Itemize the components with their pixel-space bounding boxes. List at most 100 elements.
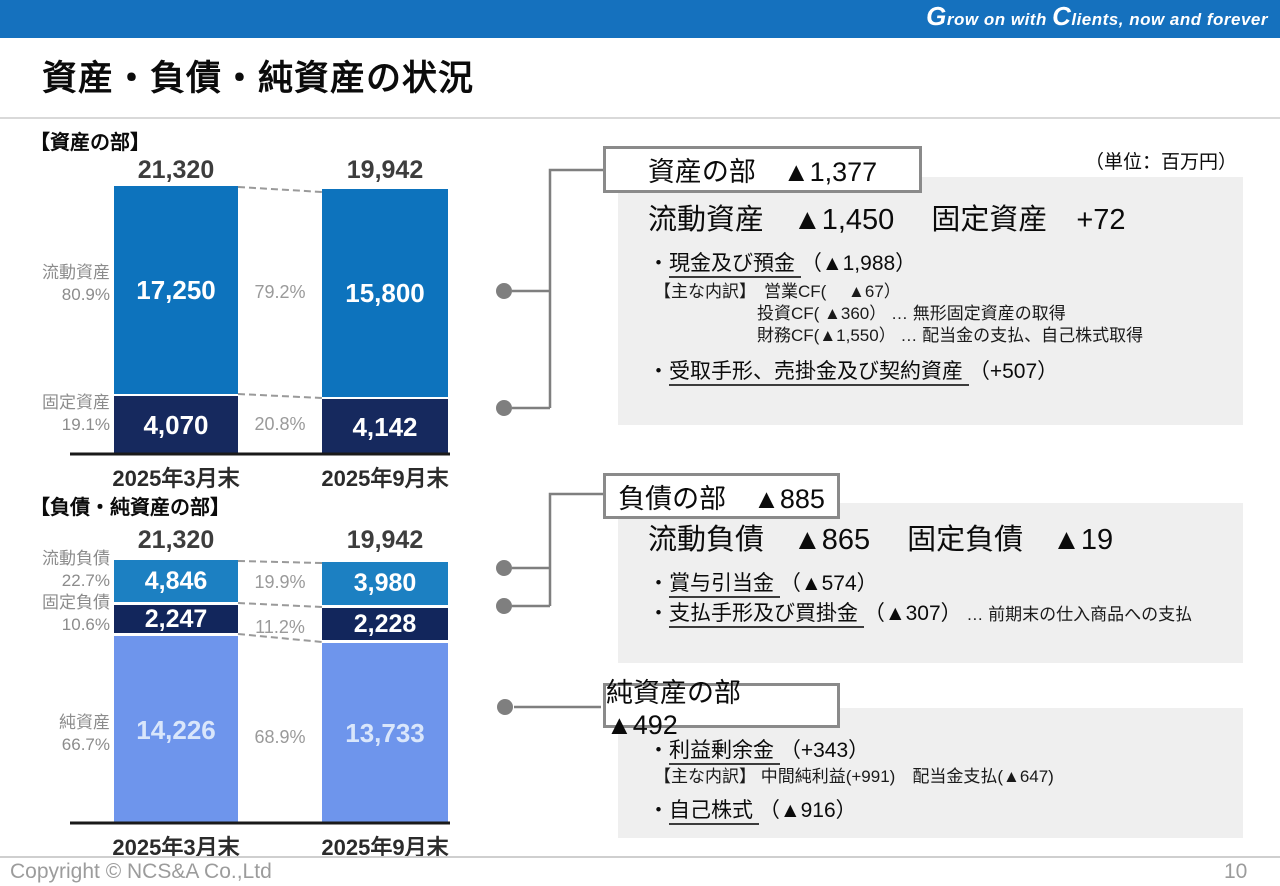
netassets-breakdown: 【主な内訳】 中間純利益(+991) 配当金支払(▲647) — [654, 767, 1054, 786]
assets-item-cash-label: 現金及び預金 — [669, 252, 801, 278]
assets-bar2-total: 19,942 — [346, 156, 424, 184]
assets-item-receivables: ・受取手形、売掛金及び契約資産 （+507） — [648, 359, 1243, 386]
assets-item-cash: ・現金及び預金 （▲1,988） — [648, 251, 1243, 278]
netassets-detail-panel: ・利益剰余金 （+343） 【主な内訳】 中間純利益(+991) 配当金支払(▲… — [618, 708, 1243, 838]
assets-investing-cf: 投資CF( ▲360） — [757, 304, 887, 323]
assets-legend-current-name: 流動資産 — [42, 263, 110, 282]
liab-midpct-netassets: 68.9% — [254, 727, 306, 747]
liab-legend-current-name: 流動負債 — [42, 549, 110, 568]
assets-summary-heading: 流動資産 ▲1,450 固定資産 +72 — [648, 204, 1126, 236]
liab-bar1-netassets-segment: 14,226 — [114, 636, 238, 824]
liab-legend-current: 流動負債 22.7% — [28, 548, 110, 592]
assets-legend-fixed: 固定資産 19.1% — [28, 392, 110, 436]
liab-bar2-total: 19,942 — [346, 526, 424, 554]
liab-legend-netassets-pct: 66.7% — [61, 735, 110, 754]
footer-page-number: 10 — [1224, 860, 1248, 883]
liab-category-1: 2025年3月末 — [112, 835, 240, 860]
assets-connector — [512, 168, 603, 410]
slogan-text-2: lients, now and forever — [1071, 10, 1268, 29]
assets-callout-title: 資産の部 ▲1,377 — [603, 146, 922, 193]
title-divider — [0, 117, 1280, 119]
assets-legend-current: 流動資産 80.9% — [28, 262, 110, 306]
assets-investing-cf-note: … 無形固定資産の取得 — [886, 304, 1066, 323]
assets-breakdown-label: 【主な内訳】 — [654, 282, 756, 301]
assets-item-receivables-value: （+507） — [968, 360, 1059, 383]
assets-connector-dot-2 — [496, 400, 512, 416]
assets-category-2: 2025年9月末 — [321, 466, 449, 491]
assets-breakdown-line-2: 投資CF( ▲360） … 無形固定資産の取得 — [757, 303, 1243, 325]
assets-bar2-fixed-value: 4,142 — [352, 411, 418, 442]
liab-midpct-fixed: 11.2% — [255, 617, 305, 637]
netassets-item-retained-value: （+343） — [779, 739, 870, 762]
assets-bar2-current-value: 15,800 — [345, 277, 425, 308]
assets-dashed-top — [237, 186, 323, 193]
assets-bar1-fixed-value: 4,070 — [143, 410, 209, 440]
liab-legend-fixed: 固定負債 10.6% — [28, 592, 110, 636]
liab-bar2-netassets-value: 13,733 — [345, 718, 425, 748]
assets-bar1-current-segment: 17,250 — [114, 186, 238, 394]
assets-bar1-total: 21,320 — [137, 156, 215, 184]
liab-legend-fixed-pct: 10.6% — [61, 615, 110, 634]
assets-detail-panel: 流動資産 ▲1,450 固定資産 +72 ・現金及び預金 （▲1,988） 【主… — [618, 177, 1243, 425]
liab-bar2-netassets-segment: 13,733 — [322, 643, 448, 824]
assets-operating-cf: 営業CF( ▲67） — [764, 282, 901, 301]
netassets-item-treasury-value: （▲916） — [758, 799, 857, 822]
bullet-icon: ・ — [648, 360, 669, 383]
liab-item-payables-note: … 前期末の仕入商品への支払 — [961, 605, 1193, 624]
netassets-item-retained-label: 利益剰余金 — [669, 739, 780, 765]
liab-summary-heading: 流動負債 ▲865 固定負債 ▲19 — [648, 524, 1114, 556]
liab-item-payables: ・支払手形及び買掛金 （▲307） … 前期末の仕入商品への支払 — [648, 601, 1243, 628]
liab-legend-fixed-name: 固定負債 — [42, 593, 110, 612]
liab-bar2-current-segment: 3,980 — [322, 562, 448, 605]
bullet-icon: ・ — [648, 739, 669, 762]
liab-bar2-fixed-value: 2,228 — [353, 609, 417, 638]
assets-breakdown-line-1: 【主な内訳】 営業CF( ▲67） — [654, 281, 1243, 303]
liab-item-bonus: ・賞与引当金 （▲574） — [648, 571, 1243, 598]
liab-callout-title: 負債の部 ▲885 — [603, 473, 840, 519]
liab-item-bonus-value: （▲574） — [779, 572, 878, 595]
liab-legend-netassets-name: 純資産 — [59, 713, 110, 732]
liab-connector — [512, 492, 603, 608]
liab-legend-current-pct: 22.7% — [61, 571, 110, 590]
section-label-assets: 【資産の部】 — [30, 132, 150, 154]
bullet-icon: ・ — [648, 799, 669, 822]
liab-bar1-fixed-segment: 2,247 — [114, 605, 238, 633]
slogan-letter-g: G — [926, 1, 947, 31]
bullet-icon: ・ — [648, 572, 669, 595]
liab-dashed-top — [237, 560, 323, 564]
liab-item-payables-label: 支払手形及び買掛金 — [669, 602, 864, 628]
netassets-item-retained: ・利益剰余金 （+343） — [648, 738, 1243, 765]
liab-bar2-fixed-segment: 2,228 — [322, 608, 448, 640]
assets-legend-fixed-pct: 19.1% — [61, 415, 110, 434]
liab-bar1-current-value: 4,846 — [144, 566, 208, 595]
slogan-letter-c: C — [1052, 1, 1072, 31]
netassets-callout-title: 純資産の部 ▲492 — [603, 678, 840, 740]
assets-financing-cf-note: … 配当金の支払、自己株式取得 — [895, 326, 1144, 345]
slogan-text-1: row on with — [946, 10, 1053, 29]
assets-bar1-fixed-segment: 4,070 — [114, 396, 238, 455]
header-bar: Grow on with Clients, now and forever — [0, 0, 1280, 38]
liab-bar1-netassets-value: 14,226 — [136, 714, 216, 745]
liab-bar1-total: 21,320 — [137, 526, 215, 554]
page-title: 資産・負債・純資産の状況 — [42, 59, 475, 98]
liab-legend-netassets: 純資産 66.7% — [28, 712, 110, 756]
assets-breakdown-line-3: 財務CF(▲1,550） … 配当金の支払、自己株式取得 — [757, 325, 1243, 347]
bullet-icon: ・ — [648, 252, 669, 275]
section-label-liabilities: 【負債・純資産の部】 — [30, 497, 230, 519]
liab-category-2: 2025年9月末 — [321, 835, 449, 860]
assets-financing-cf: 財務CF(▲1,550） — [757, 326, 896, 345]
liab-bar2-current-value: 3,980 — [353, 569, 417, 597]
netassets-connector-dot — [497, 699, 513, 715]
liab-dashed-mid — [237, 602, 323, 608]
footer-copyright: Copyright © NCS&A Co.,Ltd — [10, 860, 272, 883]
unit-note: （単位：百万円） — [1085, 152, 1238, 173]
assets-midpct-current: 79.2% — [254, 282, 306, 302]
footer-divider — [0, 856, 1280, 858]
liab-item-payables-value: （▲307） — [863, 602, 962, 625]
assets-midpct-fixed: 20.8% — [254, 414, 306, 434]
assets-bar2-current-segment: 15,800 — [322, 189, 448, 397]
assets-bar2-fixed-segment: 4,142 — [322, 399, 448, 455]
liab-connector-dot-2 — [496, 598, 512, 614]
assets-bar1-current-value: 17,250 — [136, 274, 216, 305]
assets-item-receivables-label: 受取手形、売掛金及び契約資産 — [669, 360, 969, 386]
